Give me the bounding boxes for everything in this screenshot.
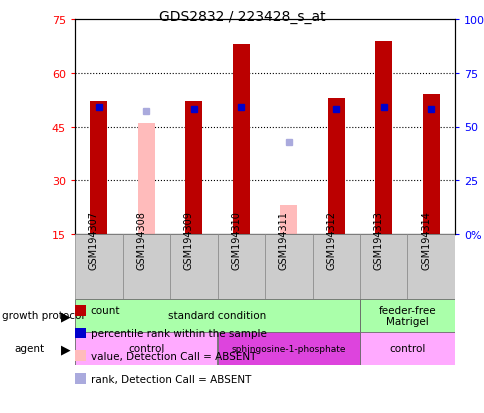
Text: sphingosine-1-phosphate: sphingosine-1-phosphate (231, 344, 345, 353)
Text: GSM194313: GSM194313 (373, 210, 383, 269)
Text: GSM194310: GSM194310 (231, 210, 241, 269)
Text: GSM194311: GSM194311 (278, 210, 288, 269)
Bar (280, 206, 296, 235)
Text: ▶: ▶ (60, 342, 70, 355)
Bar (137, 123, 154, 235)
Bar (407, 235, 454, 299)
Bar (359, 332, 454, 365)
Text: count: count (91, 306, 120, 316)
Text: control: control (128, 344, 164, 354)
Text: GSM194309: GSM194309 (183, 210, 193, 269)
Text: value, Detection Call = ABSENT: value, Detection Call = ABSENT (91, 351, 256, 361)
Bar (264, 235, 312, 299)
Text: GDS2832 / 223428_s_at: GDS2832 / 223428_s_at (159, 10, 325, 24)
Text: agent: agent (15, 344, 45, 354)
Text: percentile rank within the sample: percentile rank within the sample (91, 328, 266, 338)
Bar (75, 332, 217, 365)
Text: GSM194308: GSM194308 (136, 210, 146, 269)
Bar (312, 235, 359, 299)
Bar (217, 332, 359, 365)
Bar (75, 299, 359, 332)
Text: growth protocol: growth protocol (2, 311, 85, 321)
Text: feeder-free
Matrigel: feeder-free Matrigel (378, 305, 436, 327)
Text: GSM194307: GSM194307 (89, 210, 99, 269)
Text: GSM194314: GSM194314 (421, 210, 430, 269)
Bar (375, 41, 391, 235)
Bar (422, 95, 439, 235)
Text: ▶: ▶ (60, 309, 70, 322)
Bar (90, 102, 107, 235)
Bar (359, 299, 454, 332)
Bar (185, 102, 202, 235)
Bar (359, 235, 407, 299)
Bar (232, 45, 249, 235)
Bar (327, 99, 344, 235)
Text: control: control (389, 344, 425, 354)
Bar (122, 235, 170, 299)
Text: rank, Detection Call = ABSENT: rank, Detection Call = ABSENT (91, 374, 250, 384)
Bar (217, 235, 264, 299)
Text: GSM194312: GSM194312 (326, 210, 335, 269)
Bar (75, 235, 122, 299)
Text: standard condition: standard condition (168, 311, 266, 321)
Bar (170, 235, 217, 299)
